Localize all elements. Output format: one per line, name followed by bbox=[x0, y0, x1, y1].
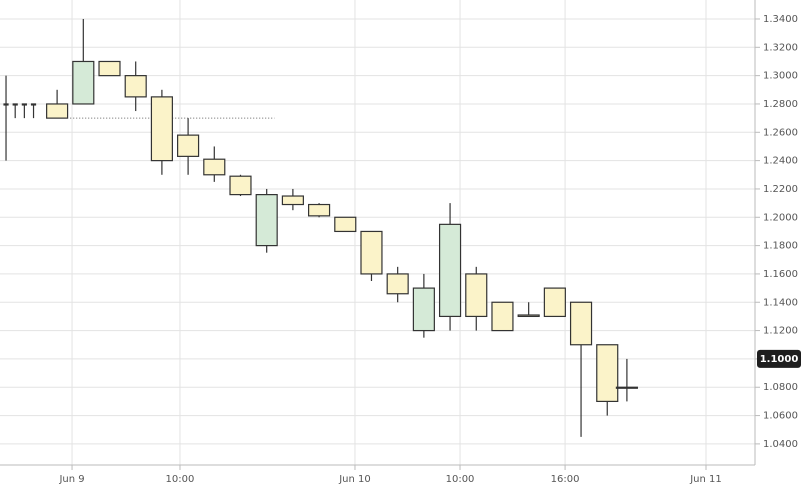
candle-body bbox=[98, 60, 121, 77]
y-tick-label: 1.2000 bbox=[763, 212, 798, 223]
x-tick-label: 10:00 bbox=[166, 474, 195, 485]
candle-body bbox=[412, 287, 435, 332]
candle-body bbox=[596, 344, 619, 403]
candle-body bbox=[30, 103, 37, 106]
candle-body bbox=[46, 103, 69, 119]
candle-body bbox=[150, 96, 173, 162]
y-tick-label: 1.2600 bbox=[763, 127, 798, 138]
y-tick-label: 1.2400 bbox=[763, 156, 798, 167]
y-tick-label: 1.0800 bbox=[763, 382, 798, 393]
candle-body bbox=[203, 158, 226, 176]
x-tick-label: Jun 10 bbox=[338, 474, 371, 485]
y-tick-label: 1.2200 bbox=[763, 184, 798, 195]
candle-body bbox=[255, 194, 278, 247]
candle-body bbox=[615, 386, 638, 389]
candle-body bbox=[124, 75, 147, 98]
candle-body bbox=[308, 203, 331, 217]
y-tick-label: 1.3400 bbox=[763, 14, 798, 25]
y-tick-label: 1.1800 bbox=[763, 241, 798, 252]
candle-body bbox=[281, 195, 304, 206]
candle-body bbox=[543, 287, 566, 318]
candle-body bbox=[438, 223, 462, 318]
y-tick-label: 1.0600 bbox=[763, 411, 798, 422]
candle-body bbox=[465, 273, 488, 318]
candle-body bbox=[21, 103, 27, 106]
x-tick-label: 16:00 bbox=[551, 474, 580, 485]
y-tick-label: 1.1400 bbox=[763, 297, 798, 308]
x-tick-label: 10:00 bbox=[446, 474, 475, 485]
x-tick-label: Jun 11 bbox=[689, 474, 722, 485]
candle-body bbox=[569, 301, 593, 346]
x-tick-label: Jun 9 bbox=[58, 474, 84, 485]
candle-body bbox=[72, 60, 95, 105]
y-tick-label: 1.1600 bbox=[763, 269, 798, 280]
candle-body bbox=[334, 216, 357, 233]
candle-body bbox=[3, 103, 9, 106]
last-price-box bbox=[757, 349, 801, 368]
y-tick-label: 1.3200 bbox=[763, 42, 798, 53]
candle-body bbox=[12, 103, 18, 106]
y-tick-label: 1.1200 bbox=[763, 326, 798, 337]
candle-body bbox=[517, 314, 540, 318]
last-price-label: 1.1000 bbox=[760, 354, 799, 365]
candle-body bbox=[360, 230, 383, 275]
y-tick-label: 1.3000 bbox=[763, 71, 798, 82]
y-tick-label: 1.2800 bbox=[763, 99, 798, 110]
candle-body bbox=[229, 175, 252, 196]
candle-body bbox=[491, 301, 514, 332]
candle-body bbox=[177, 134, 200, 157]
y-tick-label: 1.0400 bbox=[763, 439, 798, 450]
candle-body bbox=[386, 273, 409, 295]
